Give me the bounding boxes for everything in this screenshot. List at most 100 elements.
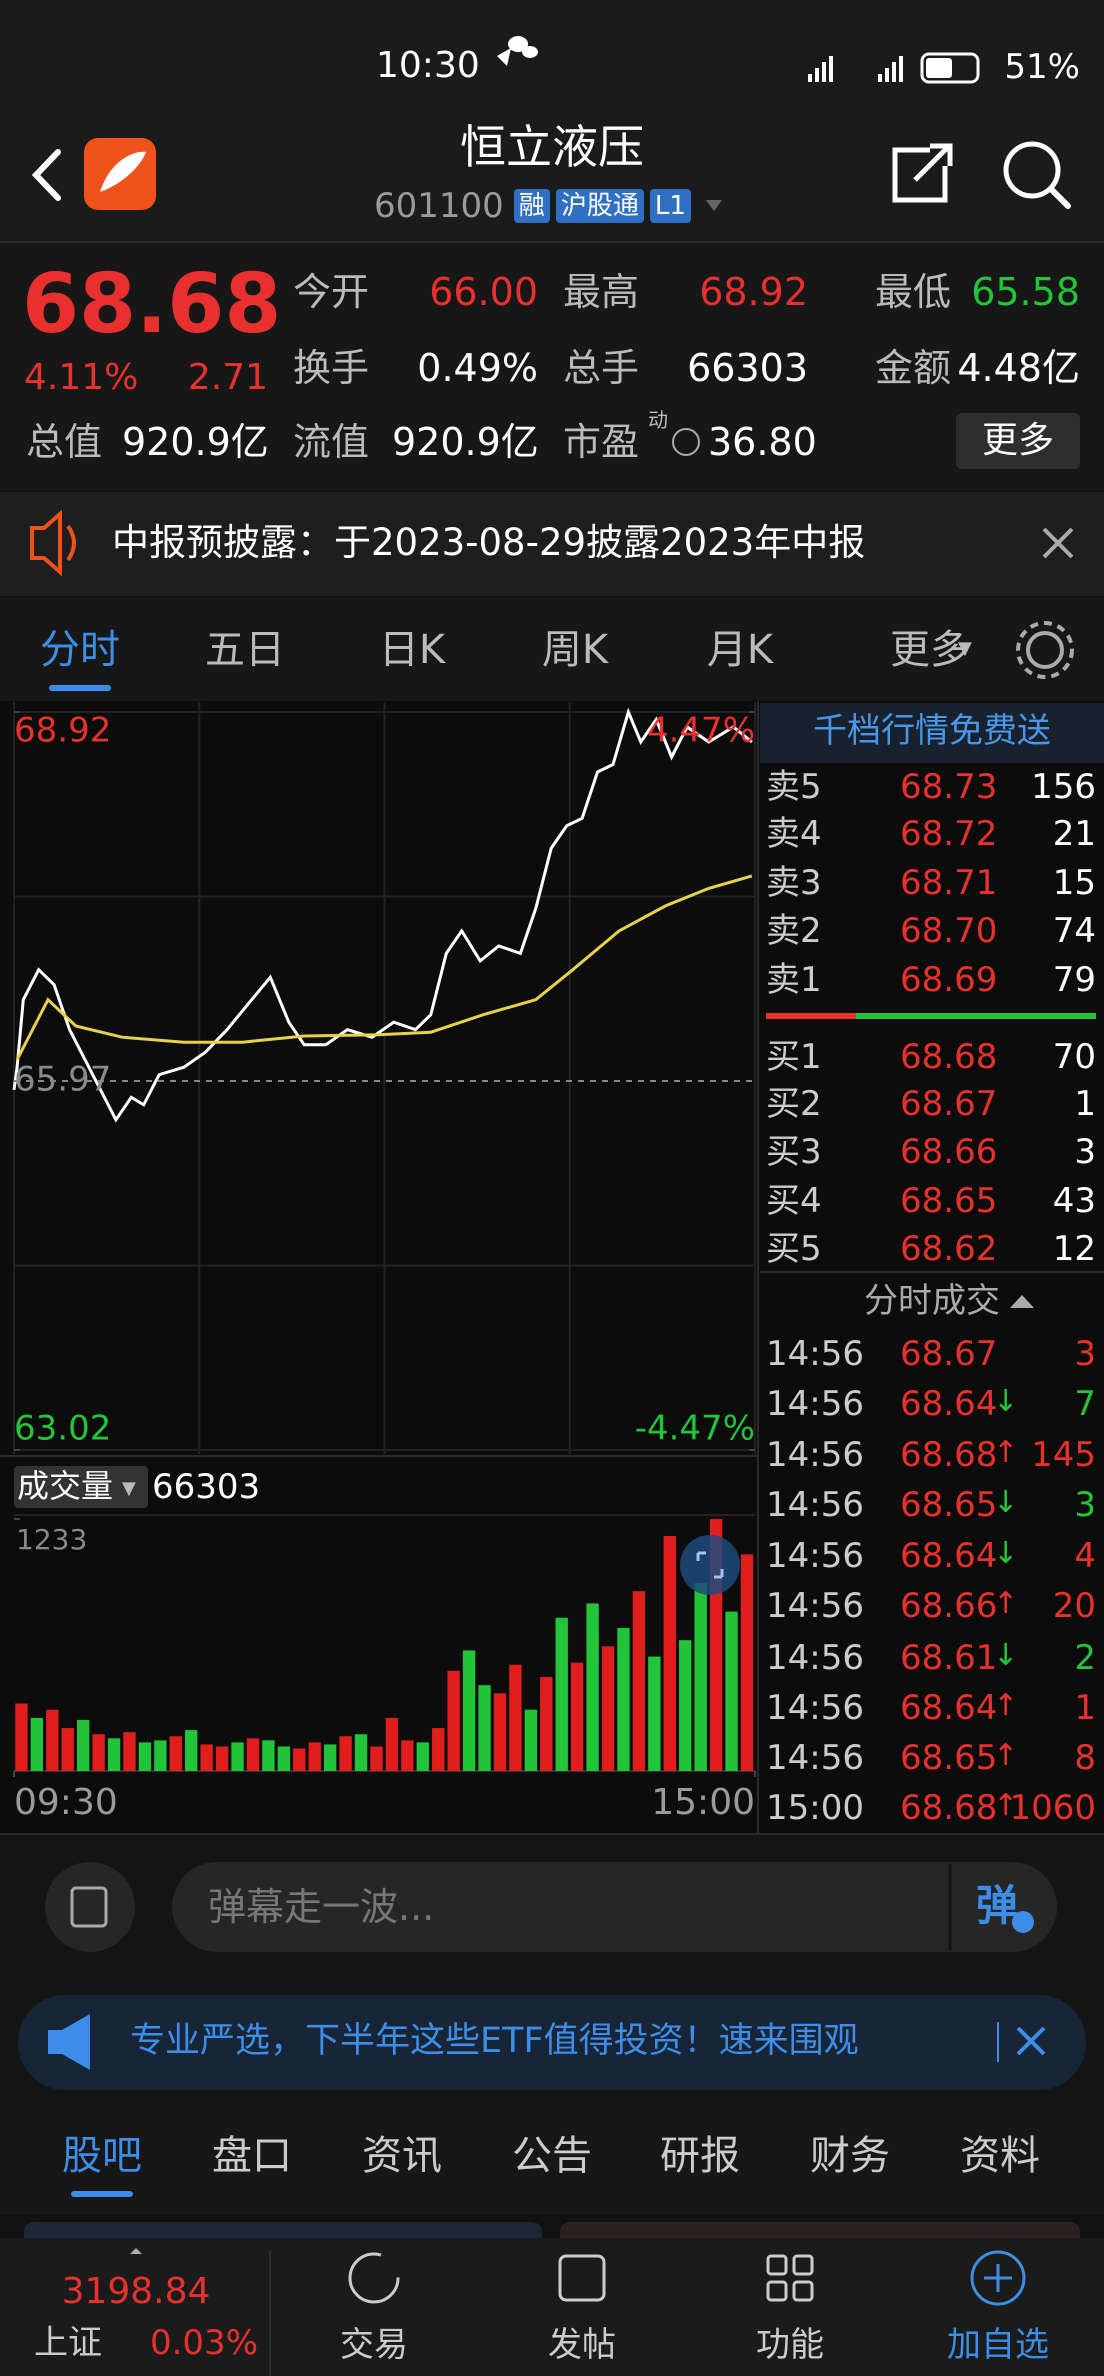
book-price: 68.62 xyxy=(900,1229,998,1269)
book-label: 卖2 xyxy=(766,911,822,951)
section-tab[interactable]: 研报 xyxy=(660,2133,740,2179)
volume-bar xyxy=(555,1617,568,1771)
volume-bar xyxy=(509,1664,522,1771)
volume-label[interactable]: 成交量 xyxy=(17,1467,114,1505)
nav-item[interactable]: 功能 xyxy=(756,2325,824,2365)
dropdown-arrow[interactable] xyxy=(706,200,722,211)
speaker-icon xyxy=(30,509,76,577)
book-volume: 3 xyxy=(1074,1132,1096,1172)
trades-title[interactable]: 分时成交 xyxy=(864,1281,1000,1321)
collapse-arrow[interactable] xyxy=(1010,1295,1034,1308)
book-volume: 70 xyxy=(1052,1037,1096,1077)
trade-volume: 1060 xyxy=(1009,1788,1096,1828)
index-change[interactable]: 0.03% xyxy=(149,2323,258,2363)
book-label: 卖1 xyxy=(766,960,822,1000)
volume-bar xyxy=(339,1736,352,1771)
index-value[interactable]: 3198.84 xyxy=(61,2271,211,2312)
field-label: 换手 xyxy=(293,346,370,390)
index-name[interactable]: 上证 xyxy=(34,2323,102,2363)
last-price: 68.68 xyxy=(22,257,282,352)
trade-time: 14:56 xyxy=(766,1688,864,1728)
info-icon[interactable] xyxy=(672,428,700,456)
book-price: 68.67 xyxy=(900,1084,998,1124)
trade-volume: 8 xyxy=(1074,1738,1096,1778)
price-line xyxy=(15,874,753,1061)
tab[interactable]: 日K xyxy=(378,627,446,673)
pe-sup: 动 xyxy=(648,408,668,432)
more-label[interactable]: 更多 xyxy=(981,420,1054,461)
tag: 融 xyxy=(513,189,550,223)
close-banner[interactable] xyxy=(1016,2026,1046,2056)
volume-bar xyxy=(169,1736,182,1771)
book-label: 买3 xyxy=(766,1132,822,1172)
notice-text[interactable]: 中报预披露：于2023-08-29披露2023年中报 xyxy=(112,521,866,564)
banner-text[interactable]: 专业严选，下半年这些ETF值得投资！速来围观 xyxy=(130,2021,859,2061)
ratio-bar-down xyxy=(856,1013,1096,1019)
volume-bar xyxy=(308,1742,321,1771)
book-label: 卖4 xyxy=(766,814,822,854)
nav-item[interactable]: 交易 xyxy=(340,2325,408,2365)
danmaku-icon xyxy=(70,1886,108,1928)
trade-arrow: ↑ xyxy=(993,1788,1019,1823)
trade-price: 68.64 xyxy=(900,1384,998,1424)
volume-selector[interactable] xyxy=(14,1466,148,1508)
tag: 沪股通 xyxy=(555,189,644,223)
tab[interactable]: 月K xyxy=(706,627,774,673)
field-label: 总手 xyxy=(563,346,640,390)
tab[interactable]: 周K xyxy=(541,627,609,673)
share-icon[interactable] xyxy=(892,143,953,203)
tab-caret: ▼ xyxy=(958,638,972,659)
close-notice[interactable] xyxy=(1042,527,1074,559)
volume-bar xyxy=(632,1591,646,1771)
volume-bar xyxy=(215,1746,229,1771)
field-label: 最高 xyxy=(563,270,640,314)
volume-bar xyxy=(277,1746,291,1771)
trade-arrow: ↓ xyxy=(993,1536,1019,1571)
danmaku-button[interactable]: 弹 xyxy=(976,1881,1019,1930)
volume-bar xyxy=(679,1640,692,1771)
trade-time: 14:56 xyxy=(766,1738,864,1778)
nav-item[interactable]: 加自选 xyxy=(947,2325,1049,2365)
nav-bg xyxy=(0,2238,1104,2376)
tab[interactable]: 更多 xyxy=(890,627,970,673)
book-label: 买5 xyxy=(766,1229,822,1269)
tab[interactable]: 分时 xyxy=(40,627,120,673)
field-value: 66.00 xyxy=(429,270,538,314)
trade-time: 14:56 xyxy=(766,1586,864,1626)
book-label: 卖3 xyxy=(766,863,822,903)
field-value: 65.58 xyxy=(971,270,1080,314)
change-pct: 4.11% xyxy=(24,357,139,398)
promo-text[interactable]: 千档行情免费送 xyxy=(813,711,1051,751)
volume-bar xyxy=(586,1603,599,1771)
section-tab[interactable]: 财务 xyxy=(810,2133,890,2179)
volume-bar xyxy=(231,1742,244,1771)
more-button[interactable] xyxy=(956,413,1080,469)
book-price: 68.70 xyxy=(900,911,998,951)
section-tab[interactable]: 资讯 xyxy=(362,2133,442,2179)
volume-bar xyxy=(92,1734,105,1771)
danmaku-placeholder[interactable]: 弹幕走一波... xyxy=(208,1885,435,1929)
section-tab[interactable]: 盘口 xyxy=(212,2133,292,2179)
grid-cell xyxy=(766,2280,788,2302)
banner-bg[interactable] xyxy=(18,1995,1086,2090)
section-tab[interactable]: 资料 xyxy=(960,2133,1040,2179)
search-icon[interactable] xyxy=(1003,141,1061,199)
book-price: 68.71 xyxy=(900,863,998,903)
tab[interactable]: 五日 xyxy=(205,627,285,673)
field-label: 总值 xyxy=(26,420,103,464)
expand-button[interactable] xyxy=(680,1535,740,1595)
trade-arrow: ↑ xyxy=(993,1738,1019,1773)
nav-item[interactable]: 发帖 xyxy=(548,2325,616,2365)
trade-volume: 1 xyxy=(1074,1688,1096,1728)
settings-icon[interactable] xyxy=(1026,631,1064,669)
volume-bar xyxy=(354,1734,368,1771)
x-tick-label: 15:00 xyxy=(651,1782,755,1823)
section-tab[interactable]: 股吧 xyxy=(62,2133,142,2179)
danmaku-toggle[interactable] xyxy=(45,1862,135,1952)
section-tab[interactable]: 公告 xyxy=(512,2133,592,2179)
back-icon[interactable] xyxy=(31,149,61,201)
field-label: 流值 xyxy=(293,420,370,464)
chart-bg xyxy=(0,701,1104,1834)
danmaku-input[interactable] xyxy=(172,1862,1057,1952)
expand-icon xyxy=(696,1551,724,1579)
